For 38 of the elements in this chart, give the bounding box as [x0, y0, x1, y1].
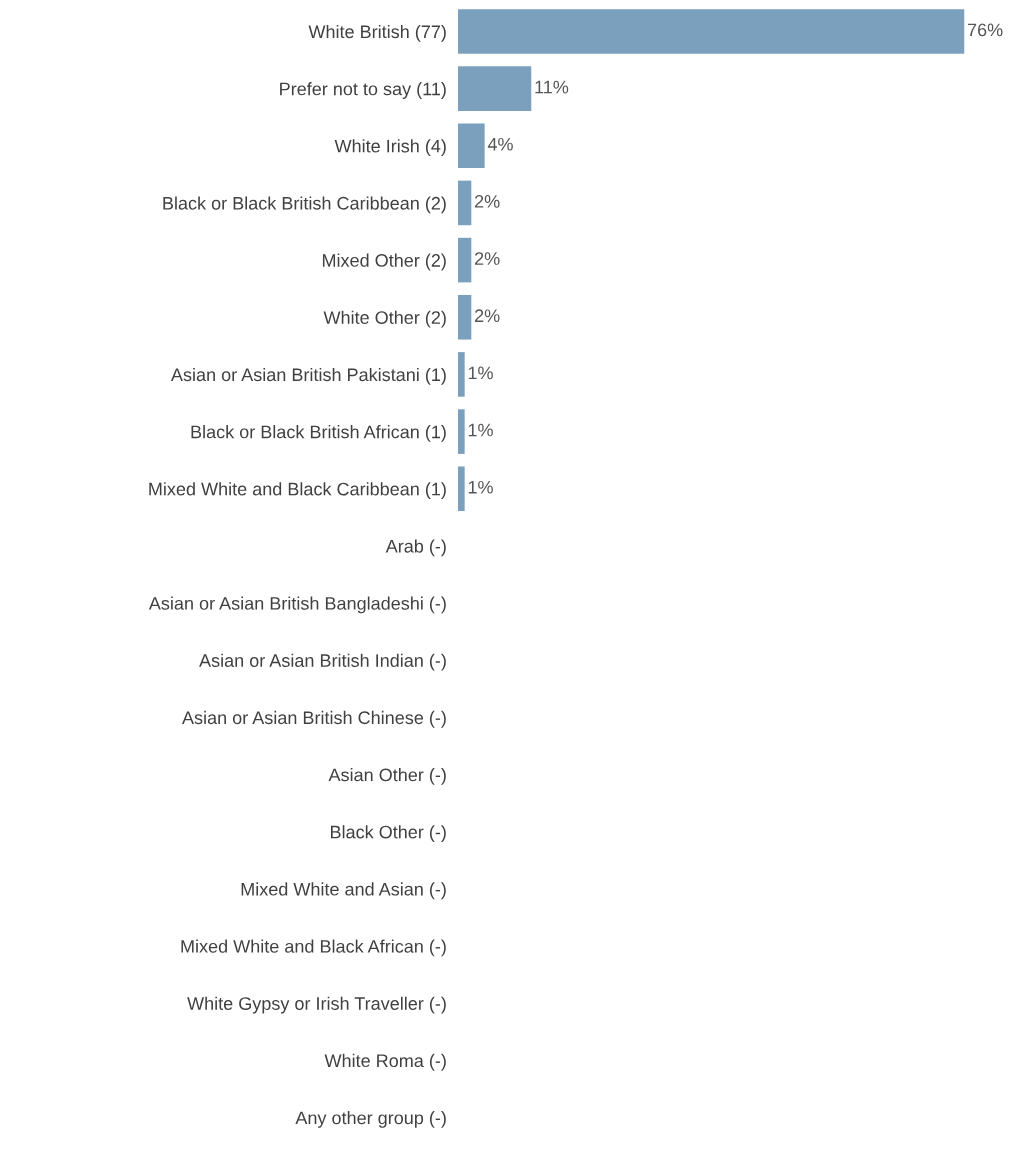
- y-tick-label: Mixed White and Black African (-): [181, 939, 446, 957]
- data-label: 4%: [487, 137, 513, 151]
- data-label: 76%: [967, 23, 1003, 37]
- y-tick-label: Asian or Asian British Indian (-): [199, 653, 446, 671]
- y-tick-label: Any other group (-): [295, 1111, 446, 1128]
- y-tick-label: Black or Black British Caribbean (2): [163, 196, 446, 214]
- y-tick-label: White British (77): [308, 24, 446, 42]
- y-tick-label: Asian or Asian British Pakistani (1): [170, 367, 446, 385]
- bar: [458, 237, 472, 283]
- y-tick-label: Asian Other (-): [328, 768, 446, 785]
- y-tick-label: Asian or Asian British Bangladeshi (-): [148, 596, 446, 614]
- data-label: 1%: [468, 423, 493, 437]
- y-tick-label: Asian or Asian British Chinese (-): [182, 710, 446, 728]
- y-tick-label: White Irish (4): [334, 139, 446, 157]
- data-label: 1%: [468, 366, 493, 380]
- bar: [458, 9, 965, 54]
- y-tick-label: Mixed Other (2): [322, 253, 446, 271]
- bar: [458, 352, 465, 397]
- y-tick-label: Black Other (-): [331, 825, 446, 843]
- y-tick-label: White Gypsy or Irish Traveller (-): [187, 996, 446, 1014]
- bar: [458, 466, 465, 512]
- y-tick-label: Mixed White and Black Caribbean (1): [149, 482, 446, 500]
- y-tick-label: Mixed White and Asian (-): [241, 882, 446, 900]
- bar: [458, 294, 472, 340]
- data-label: 11%: [535, 80, 569, 94]
- y-tick-label: Prefer not to say (11): [280, 82, 446, 99]
- y-tick-label: White Roma (-): [324, 1053, 446, 1071]
- y-tick-label: Arab (-): [385, 539, 446, 557]
- data-label: 1%: [468, 480, 493, 494]
- y-tick-label: Black or Black British African (1): [191, 425, 446, 442]
- y-tick-label: White Other (2): [323, 310, 446, 328]
- bar: [458, 123, 485, 169]
- bar: [458, 409, 465, 454]
- bar: [458, 66, 532, 111]
- data-label: 2%: [475, 309, 500, 323]
- data-label: 2%: [475, 194, 500, 208]
- data-label: 2%: [475, 252, 500, 265]
- bar: [458, 180, 472, 226]
